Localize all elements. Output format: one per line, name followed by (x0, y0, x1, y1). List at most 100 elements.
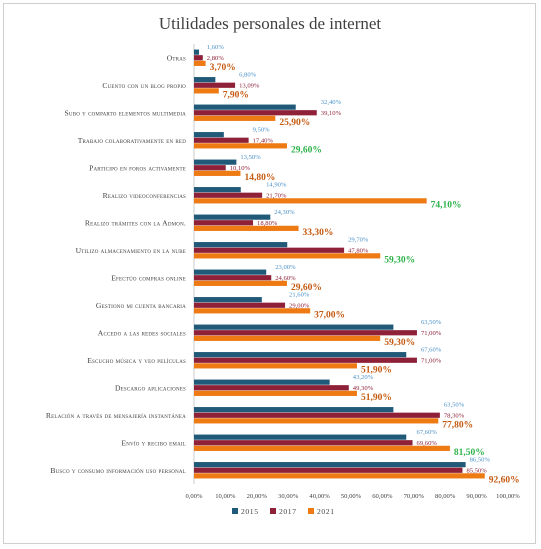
bar-2017 (194, 385, 349, 391)
x-tick-label: 20,00% (247, 493, 268, 500)
legend-swatch-2015 (232, 508, 238, 514)
data-label-2021: 51,90% (361, 366, 392, 376)
data-label-2017: 13,09% (239, 83, 260, 90)
bar-2021 (194, 253, 381, 259)
bar-2021 (194, 418, 439, 424)
x-tick-label: 70,00% (404, 493, 425, 500)
bar-2015 (194, 159, 237, 165)
bar-2021 (194, 308, 311, 314)
data-label-2015: 29,70% (348, 236, 369, 243)
data-label-2021: 77,80% (442, 421, 473, 431)
x-tick-label: 90,00% (466, 493, 487, 500)
bar-2015 (194, 324, 394, 330)
x-tick-label: 40,00% (309, 493, 330, 500)
bar-2021 (194, 363, 357, 369)
bar-2017 (194, 467, 463, 473)
bar-2017 (194, 275, 272, 281)
category-label: Utilizo almacenamiento en la nube (76, 246, 186, 255)
category-label: Trabajo colaborativamente en red (78, 136, 187, 145)
data-label-2017: 71,00% (421, 358, 442, 365)
bar-2015 (194, 297, 262, 303)
bar-2015 (194, 187, 241, 193)
bar-2015 (194, 269, 267, 275)
data-label-2017: 39,10% (321, 110, 342, 117)
data-label-2015: 24,30% (274, 209, 295, 216)
legend-swatch-2017 (270, 508, 276, 514)
data-label-2021: 25,90% (279, 118, 310, 128)
bar-2017 (194, 357, 417, 363)
x-tick-label: 10,00% (215, 493, 236, 500)
category-label: Descargo aplicaciones (115, 383, 186, 392)
bar-2015 (194, 104, 296, 110)
legend-label-2017: 2017 (279, 507, 297, 516)
data-label-2017: 85,50% (466, 468, 487, 475)
bar-2017 (194, 192, 263, 198)
bar-2021 (194, 225, 299, 231)
category-label: Busco y consumo información uso personal (50, 466, 186, 475)
data-label-2017: 21,70% (266, 193, 287, 200)
bar-2021 (194, 60, 206, 66)
bar-2015 (194, 132, 224, 138)
category-label: Cuento con un blog propio (102, 81, 186, 90)
category-label: Participo en foros activamente (89, 163, 186, 172)
data-label-2015: 63,50% (421, 319, 442, 326)
bar-2017 (194, 302, 286, 308)
category-label: Escucho música y veo películas (87, 356, 186, 365)
data-label-2017: 10,10% (230, 165, 251, 172)
data-label-2021: 29,60% (291, 283, 322, 293)
bar-2017 (194, 440, 413, 446)
legend: 2015 2017 2021 (232, 507, 335, 516)
bar-2021 (194, 170, 241, 176)
bar-2017 (194, 82, 236, 88)
x-tick-label: 100,00% (496, 493, 520, 500)
data-label-2021: 92,60% (489, 476, 520, 486)
data-label-2017: 78,30% (444, 413, 465, 420)
bar-2015 (194, 77, 216, 83)
x-tick-label: 50,00% (341, 493, 362, 500)
x-tick-label: 30,00% (278, 493, 299, 500)
data-label-2021: 33,30% (303, 228, 334, 238)
x-tick-label: 60,00% (372, 493, 393, 500)
data-label-2021: 7,90% (223, 91, 249, 101)
data-label-2017: 71,00% (421, 330, 442, 337)
data-label-2021: 37,00% (314, 311, 345, 321)
x-tick-label: 80,00% (435, 493, 456, 500)
data-label-2015: 13,50% (240, 154, 261, 161)
category-label: Accedo a las redes sociales (98, 328, 186, 337)
chart-frame (3, 3, 536, 544)
bar-2015 (194, 379, 330, 385)
data-label-2021: 59,30% (384, 256, 415, 266)
bar-2021 (194, 335, 381, 341)
bar-2015 (194, 407, 394, 413)
data-label-2017: 49,30% (353, 385, 374, 392)
bar-2017 (194, 220, 254, 226)
bar-2017 (194, 330, 417, 336)
bar-2021 (194, 143, 287, 149)
data-label-2015: 14,90% (266, 181, 287, 188)
plot-area: Otras 1,60% 2,80%3,70% Cuento con un blog p… (46, 44, 520, 500)
data-label-2017: 29,00% (289, 303, 310, 310)
bar-2017 (194, 165, 226, 171)
data-label-2015: 9,50% (253, 126, 271, 133)
legend-label-2015: 2015 (241, 507, 259, 516)
category-label: Envío y recibo email (121, 438, 186, 447)
data-label-2017: 18,80% (257, 220, 278, 227)
data-label-2021: 14,80% (244, 173, 275, 183)
bar-2015 (194, 434, 407, 440)
bar-2021 (194, 473, 485, 479)
data-label-2015: 21,60% (289, 291, 310, 298)
legend-label-2021: 2021 (317, 507, 335, 516)
data-label-2021: 81,50% (454, 448, 485, 458)
bar-2015 (194, 49, 200, 55)
bar-2015 (194, 214, 271, 220)
category-label: Efectúo compras online (111, 273, 186, 282)
data-label-2017: 17,40% (253, 138, 274, 145)
data-label-2015: 86,50% (470, 456, 491, 463)
category-label: Otras (167, 53, 186, 62)
data-label-2015: 32,40% (321, 99, 342, 106)
data-label-2015: 67,60% (421, 346, 442, 353)
bar-2021 (194, 115, 276, 121)
data-label-2021: 74,10% (431, 201, 462, 211)
bar-2017 (194, 55, 203, 61)
